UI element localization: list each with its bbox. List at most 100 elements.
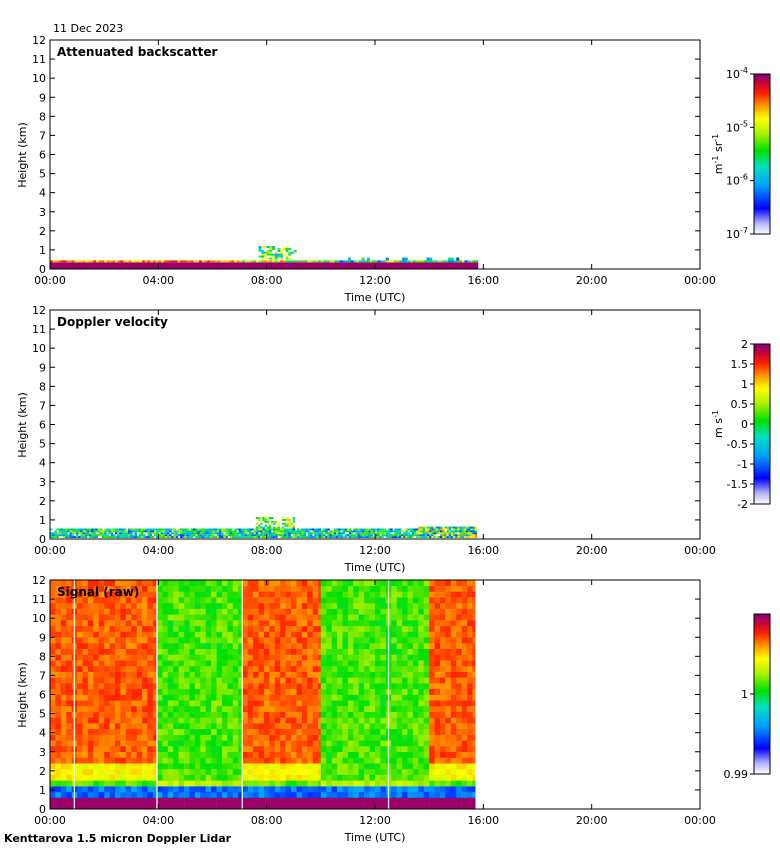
heatmap-cell: [242, 532, 246, 535]
heatmap-cell: [228, 262, 232, 269]
heatmap-cell: [353, 734, 359, 741]
heatmap-cell: [242, 803, 248, 810]
heatmap-cell: [125, 536, 129, 538]
heatmap-cell: [296, 631, 303, 638]
heatmap-cell: [280, 255, 284, 258]
heatmap-cell: [264, 791, 270, 798]
heatmap-cell: [468, 536, 471, 538]
heatmap-cell: [461, 614, 468, 621]
y-tick-label: 9: [39, 91, 46, 104]
heatmap-cell: [50, 706, 56, 712]
heatmap-cell: [391, 700, 397, 707]
heatmap-cell: [55, 665, 62, 672]
heatmap-cell: [440, 757, 446, 764]
heatmap-cell: [104, 786, 110, 793]
heatmap-cell: [91, 536, 94, 538]
heatmap-cell: [291, 746, 297, 752]
heatmap-cell: [472, 786, 476, 793]
heatmap-cell: [157, 580, 163, 586]
heatmap-cell: [250, 260, 254, 263]
x-tick-label: 16:00: [467, 274, 499, 287]
heatmap-cell: [429, 677, 435, 684]
heatmap-cell: [312, 786, 319, 793]
heatmap-cell: [178, 671, 185, 678]
heatmap-cell: [301, 597, 308, 604]
heatmap-cell: [158, 530, 161, 533]
heatmap-cell: [320, 534, 324, 537]
heatmap-cell: [342, 602, 349, 609]
heatmap-cell: [394, 262, 397, 269]
heatmap-cell: [281, 522, 285, 525]
heatmap-cell: [253, 534, 257, 537]
heatmap-cell: [344, 530, 348, 533]
heatmap-cell: [296, 751, 303, 758]
heatmap-cell: [416, 534, 419, 537]
heatmap-cell: [260, 517, 263, 519]
heatmap-cell: [424, 530, 428, 533]
heatmap-cell: [173, 585, 179, 592]
heatmap-cell: [320, 602, 327, 609]
heatmap-cell: [461, 631, 468, 638]
heatmap-cell: [242, 711, 248, 718]
heatmap-cell: [242, 528, 246, 531]
heatmap-cell: [211, 637, 217, 644]
heatmap-cell: [125, 608, 132, 615]
heatmap-cell: [285, 608, 292, 615]
heatmap-cell: [269, 717, 276, 724]
heatmap-cell: [353, 585, 359, 592]
heatmap-cell: [216, 740, 223, 747]
heatmap-cell: [280, 665, 286, 672]
heatmap-cell: [296, 665, 303, 672]
heatmap-cell: [264, 780, 270, 787]
heatmap-cell: [318, 585, 322, 592]
heatmap-cell: [227, 648, 234, 655]
heatmap-cell: [110, 530, 114, 533]
heatmap-cell: [149, 530, 153, 533]
heatmap-cell: [247, 688, 254, 695]
heatmap-cell: [184, 700, 190, 707]
heatmap-cell: [337, 797, 343, 804]
heatmap-cell: [93, 763, 99, 770]
heatmap-cell: [82, 580, 89, 586]
heatmap-cell: [50, 791, 56, 798]
heatmap-cell: [67, 528, 70, 531]
heatmap-cell: [136, 683, 143, 690]
heatmap-cell: [93, 671, 99, 678]
heatmap-cell: [269, 688, 276, 695]
x-tick-label: 08:00: [251, 274, 283, 287]
heatmap-cell: [429, 262, 433, 269]
heatmap-cell: [353, 728, 359, 735]
heatmap-cell: [55, 631, 62, 638]
heatmap-cell: [227, 637, 234, 644]
heatmap-cell: [320, 597, 327, 604]
heatmap-cell: [167, 723, 174, 730]
heatmap-cell: [142, 597, 148, 604]
heatmap-cell: [402, 740, 408, 747]
heatmap-cell: [87, 723, 94, 730]
heatmap-cell: [242, 677, 248, 684]
heatmap-cell: [312, 532, 315, 535]
heatmap-cell: [131, 671, 137, 678]
heatmap-cell: [205, 694, 212, 701]
heatmap-cell: [307, 797, 313, 804]
heatmap-cell: [178, 608, 185, 615]
heatmap-cell: [136, 711, 143, 718]
heatmap-cell: [98, 717, 105, 724]
heatmap-cell: [247, 700, 254, 707]
heatmap-cell: [280, 694, 286, 701]
heatmap-cell: [143, 536, 146, 538]
heatmap-cell: [394, 536, 397, 538]
heatmap-cell: [315, 260, 319, 263]
heatmap-cell: [132, 528, 135, 531]
heatmap-cell: [77, 654, 83, 661]
heatmap-cell: [167, 780, 174, 787]
heatmap-cell: [211, 608, 217, 615]
heatmap-cell: [216, 683, 223, 690]
heatmap-cell: [253, 597, 259, 604]
heatmap-cell: [320, 763, 327, 770]
heatmap-cell: [69, 530, 72, 533]
heatmap-cell: [407, 740, 414, 747]
heatmap-cell: [422, 530, 426, 533]
heatmap-cell: [442, 530, 445, 533]
heatmap-cell: [173, 631, 179, 638]
